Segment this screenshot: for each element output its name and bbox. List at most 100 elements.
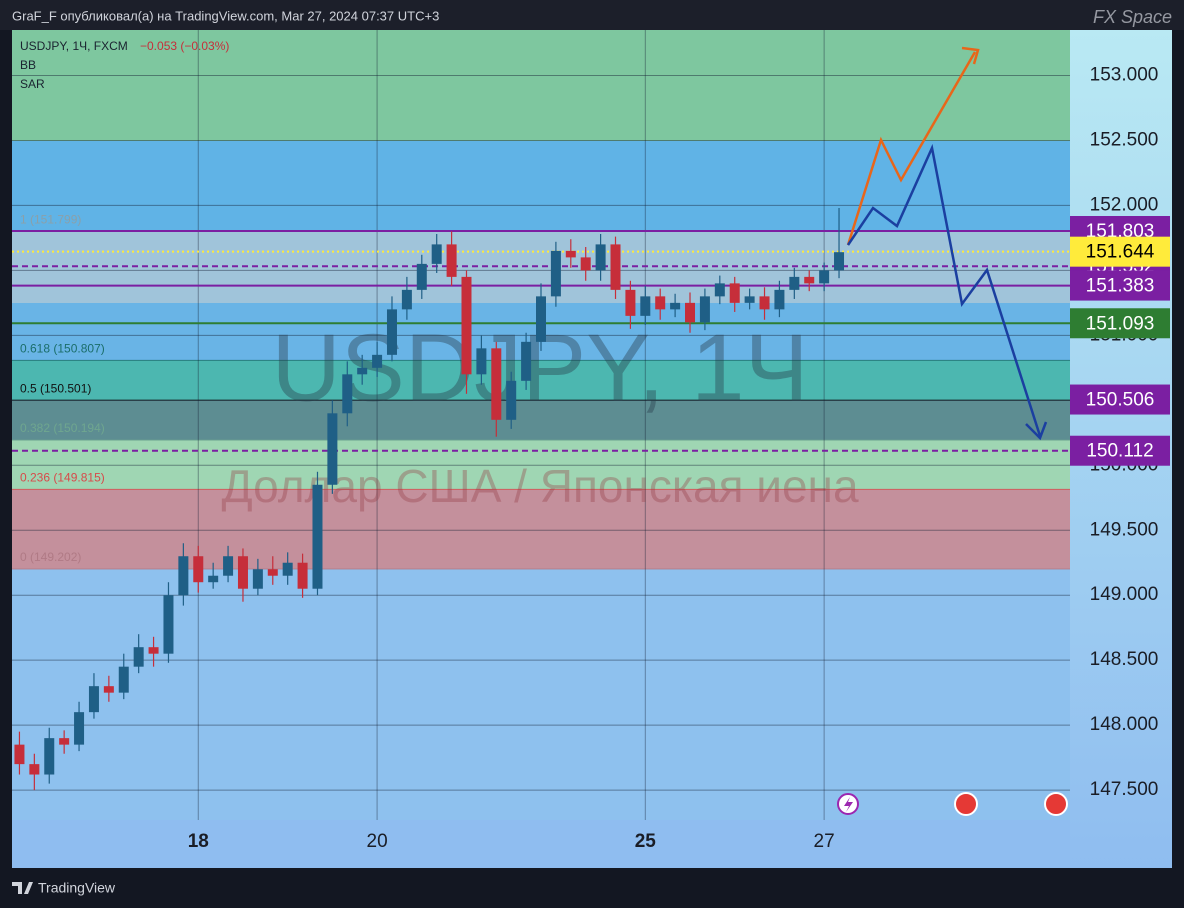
legend-indicator: BB [20, 58, 36, 72]
time-axis [12, 820, 1070, 868]
candle-body [327, 413, 338, 485]
legend-symbol: USDJPY, 1Ч, FXCM [20, 39, 128, 53]
candle-body [193, 556, 204, 583]
candle-body [595, 244, 606, 271]
candle-body [699, 296, 710, 323]
candle-body [789, 276, 800, 290]
legend-indicator: SAR [20, 77, 45, 91]
candle-body [401, 289, 412, 310]
candle-body [59, 738, 70, 745]
forecast-down-head [1025, 421, 1048, 441]
event-icon-bolt [844, 797, 853, 812]
labels: 0 (149.202) 0.236 (149.815) 0.382 (150.194… [20, 64, 1170, 852]
candle-body [88, 686, 99, 713]
price-badge-label: 150.112 [1086, 441, 1153, 462]
x-tick-label: 18 [188, 831, 209, 852]
price-badge [1070, 236, 1170, 267]
y-tick-label: 152.500 [1090, 129, 1159, 150]
candle-body [804, 276, 815, 284]
candle-body [625, 289, 636, 316]
candle-body [536, 296, 546, 342]
fib-zone [12, 360, 1070, 401]
candle-body [357, 367, 368, 375]
candle-body [521, 341, 532, 381]
candle-body [685, 302, 696, 323]
y-tick-label: 147.500 [1090, 779, 1159, 800]
top-bar [0, 0, 1184, 30]
candle-body [506, 380, 517, 420]
candle-body [74, 712, 85, 745]
brand: FX Space [1093, 7, 1172, 27]
price-badge [1070, 384, 1170, 415]
footer-brand: TradingView [38, 880, 116, 896]
y-tick-label: 148.500 [1090, 649, 1159, 670]
candle-body [223, 556, 234, 576]
candle-body [372, 354, 383, 368]
legend-change: −0.053 (−0.03%) [140, 39, 229, 53]
event-icon[interactable] [1044, 792, 1068, 816]
candle-body [461, 276, 472, 375]
grid [12, 30, 1070, 820]
bottom-bar [0, 868, 1184, 908]
candle-body [446, 244, 457, 277]
price-badge [1070, 308, 1170, 339]
candle-body [163, 595, 174, 654]
fib-label: 0 (149.202) [20, 550, 81, 564]
candle-body [655, 296, 666, 310]
candle-body [252, 569, 263, 589]
fib-label: 0.236 (149.815) [20, 470, 105, 484]
candle-body [178, 556, 189, 596]
candle-body [759, 296, 770, 310]
candle-body [416, 263, 427, 290]
candle-body [118, 666, 129, 693]
price-badge-label: 151.383 [1086, 276, 1155, 297]
candle-body [729, 283, 740, 303]
event-icon[interactable] [954, 792, 978, 816]
fib-label: 0.382 (150.194) [20, 421, 105, 435]
zone-upper [12, 141, 1070, 231]
forecast-down [846, 143, 1042, 437]
fib-label: 0.5 (150.501) [20, 381, 91, 395]
tv-logo [12, 882, 33, 894]
fib-zone [12, 489, 1070, 569]
zone-top [12, 30, 1070, 141]
candle-body [133, 647, 144, 667]
price-badge-label: 150.506 [1086, 390, 1155, 411]
candle-body [670, 302, 681, 310]
candle-body [282, 562, 293, 576]
forecast-up [846, 51, 977, 246]
x-tick-label: 20 [367, 831, 388, 852]
forecast-up-head [961, 46, 980, 65]
y-tick-label: 153.000 [1090, 64, 1159, 85]
candle-body [148, 647, 159, 654]
price-badge-label: 151.093 [1086, 313, 1155, 334]
candle-body [14, 744, 25, 765]
candle-body [208, 575, 219, 583]
candle-body [610, 244, 621, 290]
candle-body [342, 374, 353, 414]
price-badge [1070, 435, 1170, 466]
x-tick-label: 27 [814, 831, 835, 852]
candle-body [267, 569, 278, 576]
candle-body [774, 289, 785, 310]
candle-body [312, 484, 323, 589]
candle-body [476, 348, 487, 375]
candle-body [714, 283, 725, 297]
candle-body [550, 250, 561, 297]
candle-body [580, 257, 591, 271]
candle-body [491, 348, 502, 420]
fib-zone [12, 440, 1070, 490]
fib-label: 1 (151.799) [20, 213, 81, 227]
y-tick-label: 149.000 [1090, 584, 1159, 605]
fib-zone [12, 400, 1070, 441]
candle-body [744, 296, 755, 303]
fib-label: 0.618 (150.807) [20, 342, 105, 356]
x-tick-label: 25 [635, 831, 657, 852]
candle-body [431, 244, 442, 264]
candle-body [44, 738, 55, 775]
candle-body [103, 686, 114, 693]
candle-body [565, 250, 576, 258]
price-badge [1070, 270, 1170, 301]
